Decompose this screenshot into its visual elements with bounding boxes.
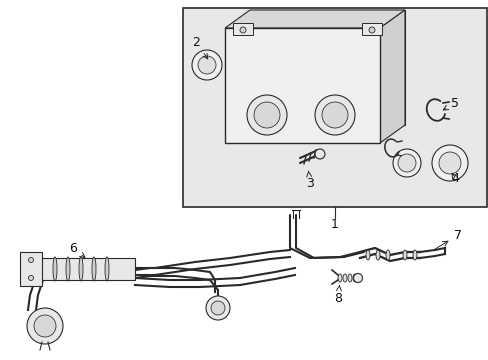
Ellipse shape (342, 274, 346, 282)
Polygon shape (224, 10, 404, 28)
Bar (361, 23, 381, 35)
Text: 7: 7 (433, 229, 461, 249)
Ellipse shape (353, 274, 362, 283)
Text: 5: 5 (443, 96, 458, 110)
Ellipse shape (347, 274, 351, 282)
Ellipse shape (240, 27, 245, 33)
Ellipse shape (210, 301, 224, 315)
Ellipse shape (397, 154, 415, 172)
Bar (224, 28, 379, 143)
Ellipse shape (27, 308, 63, 344)
Text: 4: 4 (450, 171, 458, 185)
Bar (232, 23, 252, 35)
Ellipse shape (28, 275, 34, 280)
Ellipse shape (105, 257, 109, 281)
Text: 2: 2 (192, 36, 207, 59)
Ellipse shape (321, 102, 347, 128)
Text: 1: 1 (330, 217, 338, 230)
Ellipse shape (314, 149, 325, 159)
Ellipse shape (337, 274, 341, 282)
Polygon shape (379, 10, 404, 143)
Ellipse shape (438, 152, 460, 174)
Ellipse shape (28, 257, 34, 262)
Ellipse shape (352, 274, 356, 282)
Bar (249, 10, 404, 125)
Ellipse shape (205, 296, 229, 320)
Ellipse shape (412, 250, 416, 260)
Ellipse shape (385, 250, 389, 260)
Bar (183, 8, 486, 207)
Text: 3: 3 (305, 171, 313, 189)
Bar (40, 258, 135, 280)
Ellipse shape (314, 95, 354, 135)
Text: 8: 8 (333, 285, 341, 305)
Text: 6: 6 (69, 242, 85, 258)
Ellipse shape (365, 250, 369, 260)
Ellipse shape (79, 257, 83, 281)
Ellipse shape (392, 149, 420, 177)
Ellipse shape (192, 50, 222, 80)
Ellipse shape (368, 27, 374, 33)
Ellipse shape (66, 257, 70, 281)
Ellipse shape (92, 257, 96, 281)
Ellipse shape (53, 257, 57, 281)
Ellipse shape (253, 102, 280, 128)
Ellipse shape (431, 145, 467, 181)
Ellipse shape (34, 315, 56, 337)
Ellipse shape (375, 250, 379, 260)
Ellipse shape (246, 95, 286, 135)
Ellipse shape (198, 56, 216, 74)
Bar (20, 252, 42, 286)
Ellipse shape (402, 250, 406, 260)
